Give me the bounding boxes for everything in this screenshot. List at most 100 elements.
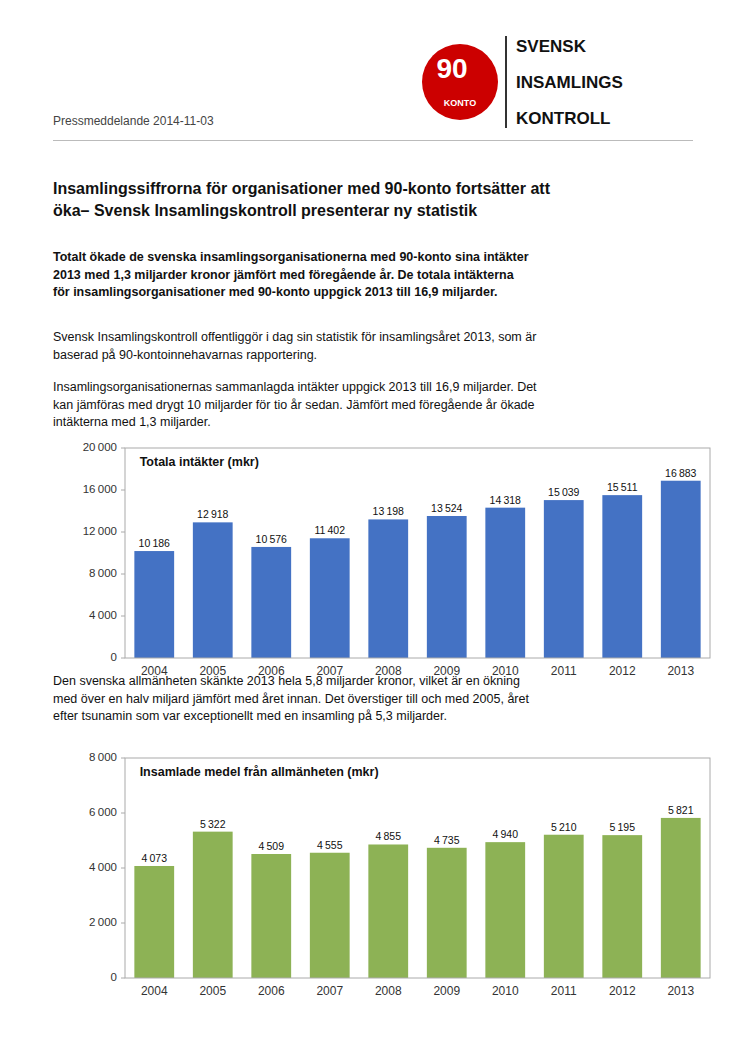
y-tick bbox=[121, 978, 125, 979]
data-label: 11 402 bbox=[314, 524, 345, 536]
header-rule bbox=[53, 140, 693, 141]
y-tick bbox=[121, 448, 125, 449]
x-tick-label: 2012 bbox=[609, 664, 636, 678]
data-label: 4 855 bbox=[376, 830, 402, 842]
y-tick bbox=[121, 490, 125, 491]
y-tick-label: 0 bbox=[111, 651, 117, 663]
bars bbox=[134, 481, 700, 658]
y-tick-label: 6 000 bbox=[89, 806, 117, 818]
bar bbox=[485, 842, 525, 978]
page: 90KONTOSVENSKINSAMLINGSKONTROLLPressmedd… bbox=[0, 0, 746, 1056]
y-tick-label: 12 000 bbox=[83, 525, 117, 537]
bar bbox=[368, 519, 408, 658]
data-label: 10 576 bbox=[256, 533, 287, 545]
data-label: 4 555 bbox=[317, 839, 343, 851]
x-tick-label: 2009 bbox=[433, 664, 460, 678]
paragraph: intäkterna med 1,3 miljarder. bbox=[53, 415, 211, 429]
x-tick-label: 2004 bbox=[141, 984, 168, 998]
data-label: 5 210 bbox=[551, 821, 577, 833]
date: Pressmeddelande 2014-11-03 bbox=[53, 114, 214, 128]
plot-frame bbox=[125, 758, 710, 978]
y-tick bbox=[121, 658, 125, 659]
logo-name: KONTROLL bbox=[516, 109, 610, 128]
x-tick-label: 2013 bbox=[667, 664, 694, 678]
y-tick-label: 8 000 bbox=[89, 751, 117, 763]
x-tick-label: 2007 bbox=[316, 664, 343, 678]
bar bbox=[544, 500, 584, 658]
data-label: 15 039 bbox=[548, 486, 579, 498]
plot-area bbox=[125, 758, 710, 978]
bar bbox=[427, 848, 467, 978]
bar bbox=[427, 516, 467, 658]
paragraph: med över en halv miljard jämfört med åre… bbox=[53, 692, 529, 706]
y-tick-label: 16 000 bbox=[83, 483, 117, 495]
paragraph: baserad på 90-kontoinnehavarnas rapporte… bbox=[53, 348, 317, 362]
x-tick-label: 2007 bbox=[316, 984, 343, 998]
y-tick bbox=[121, 923, 125, 924]
data-label: 5 322 bbox=[200, 818, 226, 830]
plot-frame bbox=[125, 448, 710, 658]
bar bbox=[661, 481, 701, 658]
x-tick-label: 2010 bbox=[492, 664, 519, 678]
logo-number: 90 bbox=[436, 53, 467, 84]
data-label: 5 195 bbox=[610, 821, 636, 833]
x-tick-label: 2005 bbox=[199, 984, 226, 998]
data-label: 4 509 bbox=[259, 840, 285, 852]
lead-paragraph: Totalt ökade de svenska insamlingsorgani… bbox=[53, 250, 529, 264]
bar bbox=[602, 495, 642, 658]
data-label: 4 940 bbox=[493, 828, 519, 840]
bar bbox=[251, 854, 291, 978]
paragraph: kan jämföras med drygt 10 miljarder för … bbox=[53, 398, 535, 412]
data-label: 4 735 bbox=[434, 834, 460, 846]
x-tick-label: 2012 bbox=[609, 984, 636, 998]
data-label: 12 918 bbox=[197, 508, 228, 520]
lead-paragraph: för insamlingsorganisationer med 90-kont… bbox=[53, 285, 498, 299]
bar bbox=[193, 832, 233, 978]
bar bbox=[310, 853, 350, 978]
x-tick-label: 2008 bbox=[375, 984, 402, 998]
bar bbox=[544, 835, 584, 978]
bar bbox=[602, 835, 642, 978]
logo: 90KONTOSVENSKINSAMLINGSKONTROLL bbox=[422, 36, 623, 128]
y-tick-label: 8 000 bbox=[89, 567, 117, 579]
y-tick-label: 4 000 bbox=[89, 861, 117, 873]
x-tick-label: 2009 bbox=[433, 984, 460, 998]
x-tick-label: 2011 bbox=[551, 664, 577, 678]
y-tick-label: 4 000 bbox=[89, 609, 117, 621]
data-label: 16 883 bbox=[665, 467, 696, 479]
y-tick-label: 0 bbox=[111, 971, 117, 983]
y-tick-label: 2 000 bbox=[89, 916, 117, 928]
data-label: 15 511 bbox=[607, 481, 638, 493]
bar bbox=[134, 866, 174, 978]
bars bbox=[134, 818, 700, 978]
y-tick-label: 20 000 bbox=[83, 441, 117, 453]
logo-badge bbox=[422, 44, 498, 120]
x-tick-label: 2010 bbox=[492, 984, 519, 998]
data-label: 13 524 bbox=[431, 502, 462, 514]
x-tick-label: 2004 bbox=[141, 664, 168, 678]
data-label: 10 186 bbox=[139, 537, 170, 549]
lead-paragraph: 2013 med 1,3 miljarder kronor jämfört me… bbox=[53, 268, 515, 282]
bar-chart: 0 4 000 8 000 12 000 16 000 20 000 2004 2005 200… bbox=[83, 441, 710, 678]
chart-title: Totala intäkter (mkr) bbox=[140, 455, 259, 469]
x-tick-label: 2006 bbox=[258, 984, 285, 998]
data-label: 14 318 bbox=[490, 494, 521, 506]
x-tick-label: 2011 bbox=[551, 984, 577, 998]
data-label: 13 198 bbox=[373, 505, 404, 517]
chart-title: Insamlade medel från allmänheten (mkr) bbox=[140, 765, 379, 779]
bar bbox=[485, 508, 525, 658]
x-tick-label: 2008 bbox=[375, 664, 402, 678]
x-tick-label: 2005 bbox=[199, 664, 226, 678]
logo-separator bbox=[505, 36, 507, 128]
heading: öka– Svensk Insamlingskontroll presenter… bbox=[53, 202, 477, 219]
x-tick-label: 2013 bbox=[667, 984, 694, 998]
logo-konto: KONTO bbox=[444, 98, 476, 108]
y-tick bbox=[121, 616, 125, 617]
y-tick bbox=[121, 532, 125, 533]
y-tick bbox=[121, 574, 125, 575]
y-tick bbox=[121, 813, 125, 814]
bar bbox=[368, 844, 408, 978]
data-label: 5 821 bbox=[668, 804, 694, 816]
paragraph: efter tsunamin som var exceptionellt med… bbox=[53, 709, 447, 723]
bar bbox=[661, 818, 701, 978]
